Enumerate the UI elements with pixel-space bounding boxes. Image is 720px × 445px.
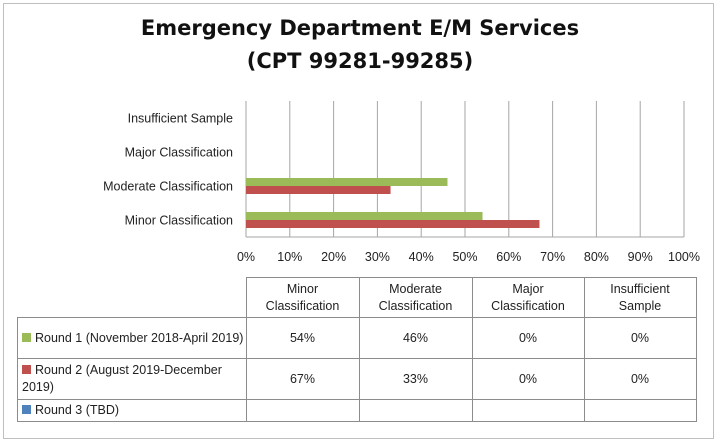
table-cell (358, 399, 473, 422)
chart-title-line-2: (CPT 99281-99285) (246, 49, 474, 73)
table-cell: 0% (583, 317, 697, 359)
y-category-label: Minor Classification (125, 214, 233, 228)
x-tick-label: 50% (452, 250, 477, 264)
table-cell (583, 399, 697, 422)
x-tick-label: 30% (365, 250, 390, 264)
legend-entry-round-1: Round 1 (November 2018-April 2019) (17, 317, 247, 359)
table-row-round-3: Round 3 (TBD) (17, 399, 697, 422)
table-cell: 0% (583, 358, 697, 400)
x-tick-label: 80% (584, 250, 609, 264)
chart-title-line-1: Emergency Department E/M Services (140, 16, 580, 40)
legend-swatch-round-2 (22, 365, 31, 374)
table-cell (471, 399, 585, 422)
legend-label-round-3: Round 3 (TBD) (35, 403, 120, 417)
legend-entry-round-3: Round 3 (TBD) (17, 399, 247, 422)
x-tick-label: 20% (321, 250, 346, 264)
table-cell: 33% (358, 358, 473, 400)
table-header-minor: Minor Classification (245, 277, 360, 318)
x-tick-label: 10% (277, 250, 302, 264)
x-tick-label: 90% (628, 250, 653, 264)
table-header-major: Major Classification (471, 277, 585, 318)
legend-swatch-round-3 (22, 405, 31, 414)
bar (246, 186, 391, 194)
chart-title: Emergency Department E/M Services (CPT 9… (0, 12, 720, 78)
table-cell (245, 399, 360, 422)
table-corner-cell (17, 277, 247, 318)
y-category-label: Insufficient Sample (128, 112, 233, 126)
table-header-moderate: Moderate Classification (358, 277, 473, 318)
table-cell: 0% (471, 358, 585, 400)
x-tick-label: 0% (237, 250, 255, 264)
data-table: Minor Classification Moderate Classificati… (17, 277, 697, 422)
table-row-round-2: Round 2 (August 2019-December 2019) 67% … (17, 358, 697, 400)
legend-label-round-2: Round 2 (August 2019-December 2019) (22, 363, 222, 394)
table-cell: 46% (358, 317, 473, 359)
x-tick-label: 100% (668, 250, 700, 264)
table-header-row: Minor Classification Moderate Classificati… (17, 277, 697, 318)
x-tick-label: 40% (409, 250, 434, 264)
bar (246, 212, 483, 220)
table-row-round-1: Round 1 (November 2018-April 2019) 54% 4… (17, 317, 697, 359)
table-cell: 54% (245, 317, 360, 359)
table-header-insufficient: Insufficient Sample (583, 277, 697, 318)
y-category-label: Major Classification (125, 146, 233, 160)
x-tick-label: 70% (540, 250, 565, 264)
y-category-label: Moderate Classification (103, 180, 233, 194)
bar (246, 178, 448, 186)
legend-swatch-round-1 (22, 332, 31, 342)
legend-label-round-1: Round 1 (November 2018-April 2019) (35, 330, 244, 345)
table-cell: 67% (245, 358, 360, 400)
legend-entry-round-2: Round 2 (August 2019-December 2019) (17, 358, 247, 400)
bar (246, 220, 540, 228)
table-cell: 0% (471, 317, 585, 359)
x-tick-label: 60% (496, 250, 521, 264)
